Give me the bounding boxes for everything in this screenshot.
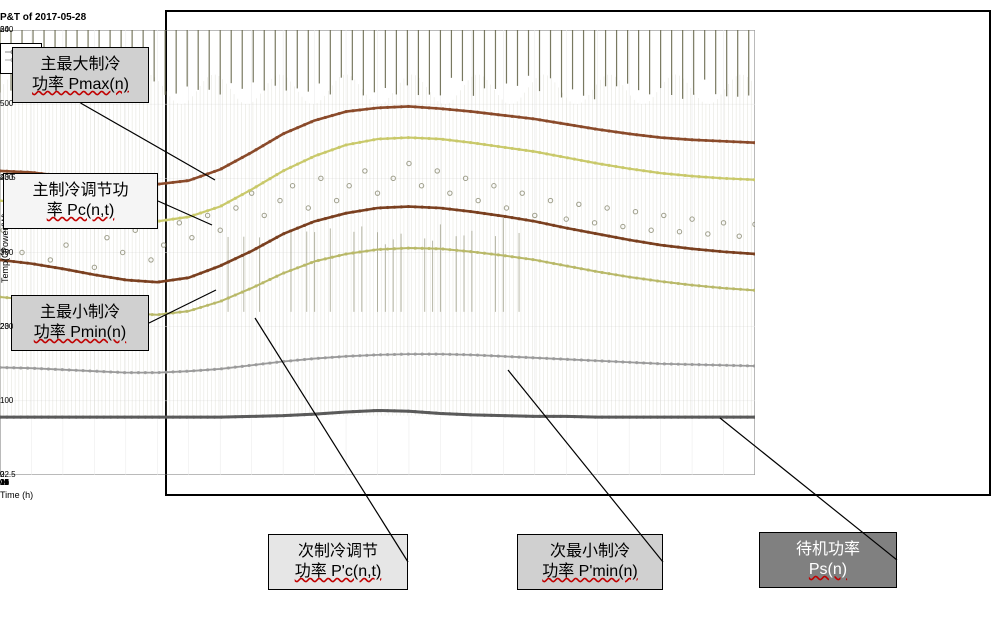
callout-line: 功率 Pmax(n): [13, 75, 148, 95]
callout-line: 主制冷调节功: [4, 181, 157, 201]
callout-line: 功率 Pmin(n): [12, 323, 148, 343]
y-right-tick: 23.5: [0, 173, 16, 182]
callout-pminprime: 次最小制冷功率 P'min(n): [517, 534, 663, 590]
callout-pmax: 主最大制冷功率 Pmax(n): [12, 47, 149, 103]
figure-root: P&T of 2017-05-28 Time (h) Power(W) Temp…: [0, 0, 1000, 634]
y-right-tick: 23: [0, 322, 9, 331]
y-left-tick: 100: [0, 396, 13, 405]
callout-line: 次最小制冷: [518, 542, 662, 562]
callout-line: 次制冷调节: [269, 542, 407, 562]
x-axis-label: Time (h): [0, 490, 33, 500]
callout-ps: 待机功率Ps(n): [759, 532, 897, 588]
x-tick: 00: [0, 478, 9, 487]
callout-line: 主最大制冷: [13, 55, 148, 75]
chart-title: P&T of 2017-05-28: [0, 12, 86, 23]
callout-line: Ps(n): [760, 560, 896, 580]
y-left-tick: 300: [0, 248, 13, 257]
y-right-tick: 22.5: [0, 470, 16, 479]
callout-pc: 主制冷调节功率 Pc(n,t): [3, 173, 158, 229]
y-left-tick: 500: [0, 99, 13, 108]
callout-line: 主最小制冷: [12, 303, 148, 323]
callout-pcprime: 次制冷调节功率 P'c(n,t): [268, 534, 408, 590]
y-right-tick: 24: [0, 25, 9, 34]
callout-line: 率 Pc(n,t): [4, 201, 157, 221]
callout-line: 功率 P'min(n): [518, 562, 662, 582]
callout-pmin: 主最小制冷功率 Pmin(n): [11, 295, 149, 351]
callout-line: 功率 P'c(n,t): [269, 562, 407, 582]
callout-line: 待机功率: [760, 540, 896, 560]
